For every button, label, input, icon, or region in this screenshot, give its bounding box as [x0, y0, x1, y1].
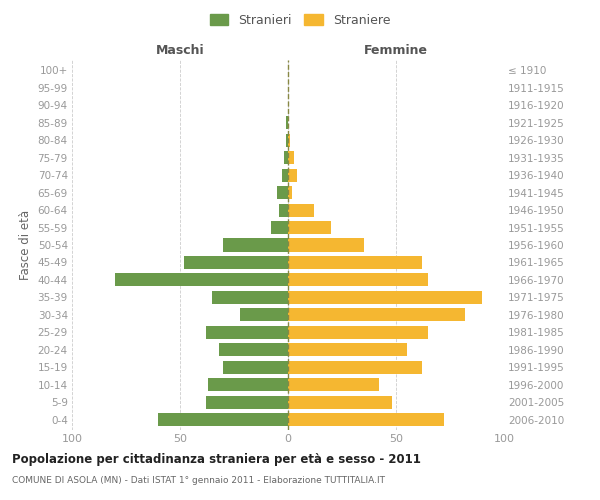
Bar: [288, 291, 482, 304]
Bar: [206, 326, 288, 339]
Bar: [288, 221, 331, 234]
Bar: [288, 186, 292, 199]
Y-axis label: Fasce di età: Fasce di età: [19, 210, 32, 280]
Bar: [288, 378, 379, 391]
Bar: [212, 291, 288, 304]
Bar: [288, 308, 465, 322]
Bar: [281, 168, 288, 181]
Bar: [288, 274, 428, 286]
Bar: [288, 238, 364, 252]
Bar: [288, 360, 422, 374]
Bar: [288, 413, 443, 426]
Bar: [158, 413, 288, 426]
Bar: [288, 326, 428, 339]
Legend: Stranieri, Straniere: Stranieri, Straniere: [205, 8, 395, 32]
Text: Popolazione per cittadinanza straniera per età e sesso - 2011: Popolazione per cittadinanza straniera p…: [12, 452, 421, 466]
Text: Femmine: Femmine: [364, 44, 428, 58]
Bar: [271, 221, 288, 234]
Bar: [115, 274, 288, 286]
Text: Maschi: Maschi: [155, 44, 205, 58]
Bar: [208, 378, 288, 391]
Bar: [280, 204, 288, 216]
Bar: [219, 343, 288, 356]
Bar: [288, 396, 392, 408]
Bar: [284, 151, 288, 164]
Bar: [241, 308, 288, 322]
Bar: [184, 256, 288, 269]
Text: COMUNE DI ASOLA (MN) - Dati ISTAT 1° gennaio 2011 - Elaborazione TUTTITALIA.IT: COMUNE DI ASOLA (MN) - Dati ISTAT 1° gen…: [12, 476, 385, 485]
Bar: [277, 186, 288, 199]
Bar: [286, 134, 288, 147]
Bar: [206, 396, 288, 408]
Bar: [223, 238, 288, 252]
Bar: [288, 343, 407, 356]
Bar: [223, 360, 288, 374]
Bar: [288, 204, 314, 216]
Bar: [288, 168, 296, 181]
Bar: [288, 151, 295, 164]
Bar: [286, 116, 288, 130]
Bar: [288, 134, 290, 147]
Bar: [288, 256, 422, 269]
